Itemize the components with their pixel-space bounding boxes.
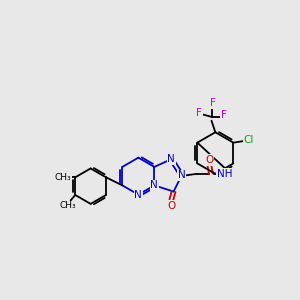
Text: O: O (205, 155, 214, 165)
Text: F: F (221, 110, 227, 120)
Text: N: N (151, 180, 158, 190)
Text: N: N (134, 190, 142, 200)
Text: F: F (210, 98, 216, 108)
Text: Cl: Cl (244, 135, 254, 145)
Text: N: N (178, 170, 186, 180)
Text: O: O (167, 201, 176, 211)
Text: NH: NH (217, 169, 232, 179)
Text: CH₃: CH₃ (55, 173, 71, 182)
Text: N: N (167, 154, 175, 164)
Text: F: F (196, 108, 202, 118)
Text: CH₃: CH₃ (59, 201, 76, 210)
